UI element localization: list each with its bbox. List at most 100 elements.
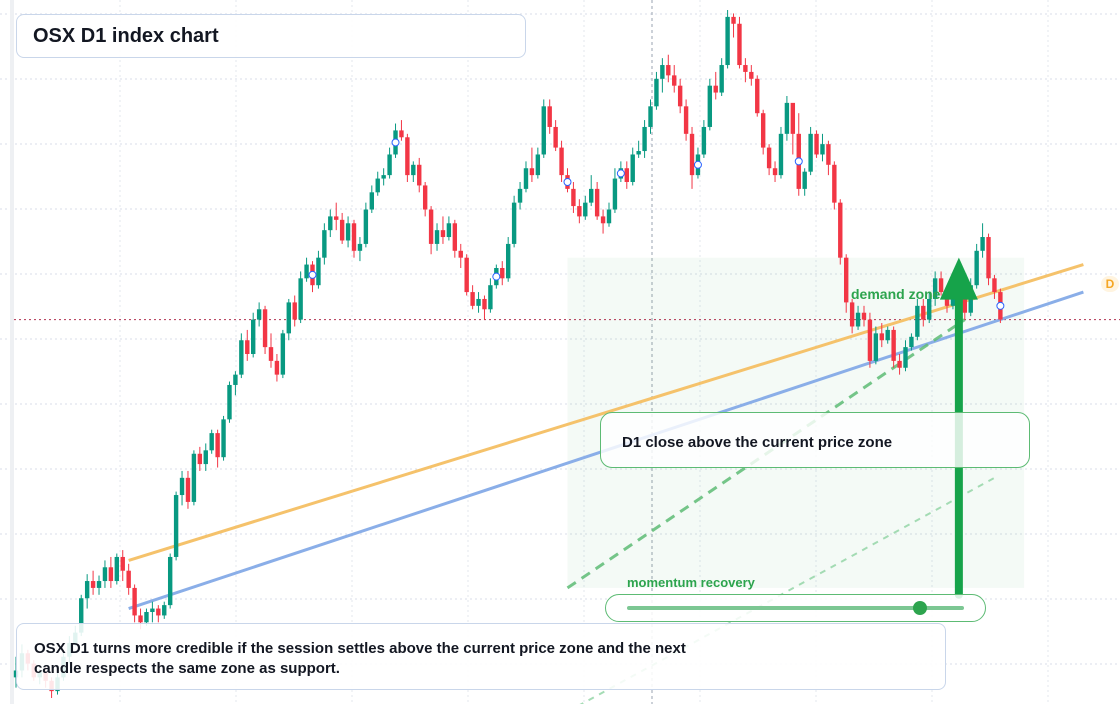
candle-up: [298, 278, 303, 320]
chart-title: OSX D1 index chart: [33, 25, 219, 47]
candle-down: [832, 164, 837, 203]
candle-down: [921, 305, 926, 320]
candle-down: [677, 85, 683, 107]
candle-up: [84, 581, 90, 599]
candle-down: [90, 581, 96, 588]
candle-down: [470, 292, 475, 306]
note-panel: OSX D1 turns more credible if the sessio…: [16, 623, 946, 690]
candle-down: [790, 102, 796, 134]
candle-down: [861, 312, 867, 320]
candle-up: [434, 230, 440, 244]
candle-down: [849, 302, 855, 327]
candle-up: [583, 202, 588, 217]
candle-down: [405, 137, 410, 176]
candle-up: [304, 264, 309, 279]
candle-down: [464, 257, 469, 293]
candle-up: [316, 257, 321, 286]
candle-down: [197, 453, 203, 465]
signal-circle-marker: [391, 138, 400, 147]
candle-up: [233, 374, 238, 385]
candle-down: [268, 347, 274, 361]
candle-up: [802, 171, 807, 189]
candle-up: [239, 340, 244, 375]
signal-circle-marker: [794, 157, 803, 166]
candle-up: [79, 598, 84, 633]
candle-up: [114, 556, 120, 582]
candle-up: [179, 477, 185, 496]
candle-up: [191, 453, 197, 502]
candle-up: [256, 309, 262, 320]
candle-up: [375, 178, 380, 193]
candle-up: [725, 16, 730, 66]
candle-up: [517, 188, 523, 203]
candle-up: [612, 178, 618, 210]
candle-down: [594, 188, 600, 217]
candle-up: [209, 433, 214, 451]
candle-down: [292, 302, 297, 320]
candle-up: [589, 188, 594, 203]
candle-up: [150, 608, 155, 612]
candle-up: [630, 154, 635, 182]
candle-down: [108, 567, 114, 582]
candle-down: [600, 216, 606, 224]
candle-down: [547, 106, 552, 127]
note-text: OSX D1 turns more credible if the sessio…: [34, 640, 686, 677]
candle-up: [505, 243, 511, 279]
candle-down: [624, 168, 629, 182]
candle-down: [553, 126, 558, 148]
candle-up: [286, 302, 291, 334]
momentum-panel: [605, 594, 986, 622]
end-badge: D: [1101, 276, 1119, 292]
candle-up: [541, 106, 546, 155]
candle-up: [328, 216, 333, 231]
candle-down: [422, 185, 428, 210]
candle-down: [126, 570, 131, 588]
candle-up: [903, 347, 908, 368]
candle-up: [381, 175, 386, 179]
candle-up: [719, 65, 724, 93]
candle-down: [500, 268, 505, 279]
signal-circle-marker: [492, 272, 501, 281]
candle-up: [369, 192, 374, 210]
candle-down: [672, 75, 677, 86]
candle-up: [221, 419, 226, 458]
candle-down: [867, 319, 873, 361]
candle-down: [749, 71, 754, 79]
candle-down: [689, 133, 695, 176]
candle-down: [879, 333, 884, 341]
candle-up: [980, 237, 985, 251]
candle-down: [417, 164, 422, 186]
candle-up: [808, 133, 813, 172]
candle-up: [387, 154, 392, 176]
candle-up: [701, 126, 707, 155]
candle-down: [891, 329, 896, 361]
candle-up: [535, 154, 541, 176]
candle-up: [932, 278, 938, 299]
candle-up: [167, 556, 173, 606]
candle-down: [760, 113, 766, 148]
candle-up: [476, 298, 481, 306]
candle-up: [102, 567, 108, 582]
candle-down: [440, 230, 446, 238]
candle-down: [156, 608, 161, 616]
candle-up: [927, 298, 932, 320]
signal-circle-marker: [308, 270, 317, 279]
candle-down: [962, 298, 967, 313]
left-scale-edge: [10, 0, 14, 704]
candle-down: [713, 85, 718, 93]
candle-down: [339, 219, 345, 241]
candle-down: [897, 360, 902, 368]
candle-down: [571, 188, 576, 207]
candle-up: [778, 133, 784, 176]
candle-down: [274, 360, 280, 375]
momentum-knob[interactable]: [913, 601, 928, 615]
candle-up: [915, 305, 920, 337]
candle-down: [120, 556, 125, 571]
candle-down: [428, 209, 434, 244]
candle-down: [399, 130, 404, 138]
momentum-track: [627, 601, 964, 615]
title-panel: OSX D1 index chart: [16, 14, 526, 58]
candle-down: [185, 477, 191, 502]
candle-down: [245, 340, 250, 354]
candle-up: [511, 202, 517, 244]
